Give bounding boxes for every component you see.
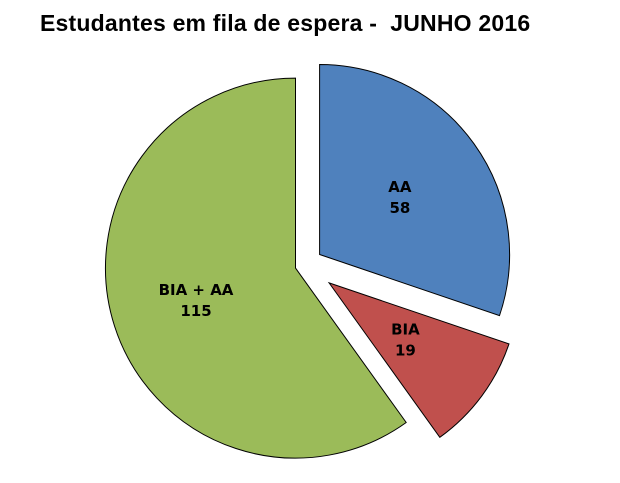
pie-slice-aa [319, 63, 511, 317]
pie-slice-bia-aa [105, 77, 407, 459]
slice-label-aa: AA 58 [388, 178, 412, 217]
pie-slice-bia [327, 281, 510, 438]
slice-label-bia-aa: BIA + AA 115 [159, 281, 234, 320]
slice-label-bia: BIA 19 [391, 321, 420, 360]
pie-slices: AA 58 BIA 19 BIA + AA 115 [105, 63, 511, 459]
chart-title: Estudantes em fila de espera - JUNHO 201… [40, 10, 531, 36]
